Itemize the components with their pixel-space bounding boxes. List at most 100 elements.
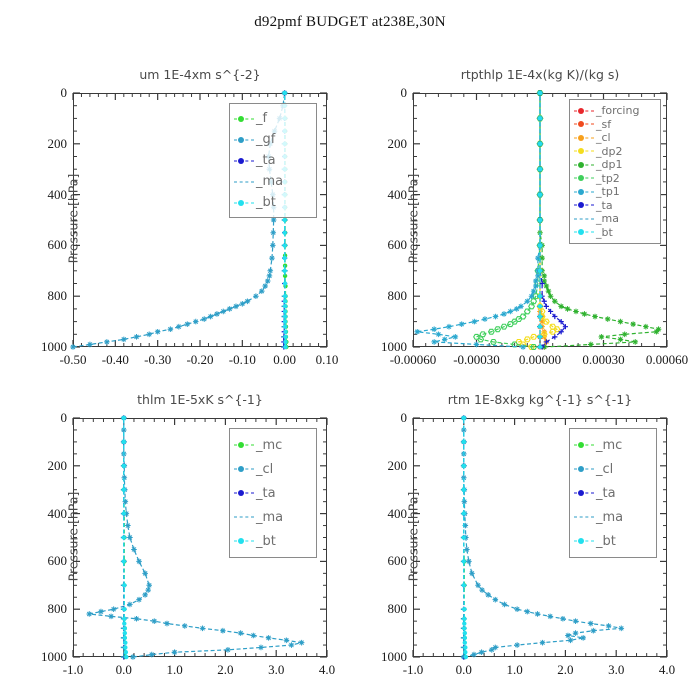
legend-item: _cl: [574, 131, 653, 145]
y-tick-label: 0: [60, 410, 68, 425]
y-tick-label: 1000: [381, 649, 407, 664]
y-tick-label: 1000: [41, 649, 67, 664]
legend-item: _cl: [234, 457, 309, 481]
x-tick-label: -0.10: [228, 352, 256, 367]
legend-symbol-ta: [234, 487, 254, 499]
y-tick-label: 400: [387, 505, 408, 521]
legend-label: _cl: [596, 461, 614, 477]
legend: _f _gf _ta _ma _bt: [229, 103, 317, 218]
y-tick-label: 200: [47, 135, 68, 151]
panel-title: um 1E-4xm s^{-2}: [139, 67, 261, 82]
legend-label: _forcing: [596, 104, 640, 118]
y-tick-label: 600: [47, 237, 68, 253]
x-tick-label: 2.0: [557, 662, 574, 677]
legend-item: _ma: [574, 212, 653, 226]
x-tick-label: 4.0: [318, 662, 336, 677]
legend-label: _ta: [256, 153, 276, 168]
x-tick-label: -0.00030: [453, 352, 500, 367]
series-tp1: [414, 90, 543, 350]
legend-item: _bt: [234, 192, 309, 213]
legend-label: _dp2: [596, 144, 623, 158]
legend-symbol-forcing: [574, 105, 594, 117]
legend-item: _cl: [574, 457, 649, 481]
legend-symbol-ma: [234, 511, 254, 523]
x-tick-label: -0.20: [186, 352, 214, 367]
legend-item: _ma: [234, 171, 309, 192]
y-tick-label: 600: [387, 553, 408, 569]
x-tick-label: 2.0: [217, 662, 234, 677]
legend-item: _f: [234, 108, 309, 129]
x-tick-label: 0.10: [315, 352, 339, 367]
panel-thlm: thlm 1E-5xK s^{-1} Pressure [hPa] 0 200 400 6…: [41, 392, 335, 677]
panel-rtm: rtm 1E-8xkg kg^{-1} s^{-1} Pressure [hPa]…: [381, 392, 675, 677]
legend-item: _dp1: [574, 158, 653, 172]
x-tick-label: -1.0: [402, 662, 424, 677]
legend-symbol-tp2: [574, 172, 594, 184]
legend: _mc _cl _ta _ma _bt: [569, 428, 657, 558]
y-tick-label: 1000: [41, 339, 67, 354]
plot-area: [72, 415, 328, 660]
legend-symbol-bt: [574, 535, 594, 547]
legend-label: _mc: [256, 437, 283, 453]
legend-item: _mc: [574, 433, 649, 457]
x-tick-label: 3.0: [268, 662, 285, 677]
figure-title: d92pmf BUDGET at238E,30N: [254, 14, 446, 30]
series-tp2: [473, 90, 544, 350]
legend-label: _ma: [596, 212, 619, 226]
legend-label: _bt: [256, 533, 276, 549]
legend-symbol-dp2: [574, 145, 594, 157]
x-tick-label: -1.0: [62, 662, 84, 677]
x-tick-label: 0.00030: [582, 352, 625, 367]
panel-rtpthlp: rtpthlp 1E-4x(kg K)/(kg s) Pressure [hPa]…: [381, 67, 688, 367]
panel-title: rtm 1E-8xkg kg^{-1} s^{-1}: [447, 392, 633, 407]
legend-label: _mc: [596, 437, 623, 453]
legend-symbol-mc: [574, 439, 594, 451]
legend-symbol-ta: [574, 487, 594, 499]
legend-item: _ta: [234, 150, 309, 171]
y-tick-label: 200: [387, 457, 408, 473]
series-bt: [461, 415, 469, 660]
y-tick-label: 200: [387, 135, 408, 151]
legend-item: _tp1: [574, 185, 653, 199]
y-tick-label: 800: [47, 288, 68, 304]
legend-label: _ta: [256, 485, 276, 501]
x-tick-label: -0.00060: [389, 352, 437, 367]
legend-symbol-sf: [574, 118, 594, 130]
legend-symbol-ta: [234, 155, 254, 167]
legend-label: _dp1: [596, 158, 623, 172]
legend-label: _bt: [596, 225, 613, 239]
x-tick-label: 0.00: [273, 352, 297, 367]
x-tick-label: 0.0: [115, 662, 132, 677]
legend-label: _bt: [596, 533, 616, 549]
legend-label: _sf: [596, 117, 612, 131]
legend-symbol-ma: [234, 176, 254, 188]
legend-label: _ta: [596, 485, 616, 501]
legend-item: _mc: [234, 433, 309, 457]
legend-item: _gf: [234, 129, 309, 150]
legend-symbol-dp1: [574, 159, 594, 171]
y-tick-label: 200: [47, 457, 68, 473]
y-tick-label: 800: [47, 601, 68, 617]
x-tick-label: -0.50: [59, 352, 87, 367]
legend-item: _ta: [234, 481, 309, 505]
legend-label: _ma: [596, 509, 624, 525]
legend-item: _bt: [574, 529, 649, 553]
legend-label: _ma: [256, 509, 284, 525]
legend: _mc _cl _ta _ma _bt: [229, 428, 317, 558]
panel-title: thlm 1E-5xK s^{-1}: [137, 392, 263, 407]
legend-label: _ta: [596, 198, 613, 212]
y-tick-label: 400: [47, 505, 68, 521]
legend-item: _ma: [574, 505, 649, 529]
y-tick-label: 400: [387, 186, 408, 202]
legend-item: _ma: [234, 505, 309, 529]
y-tick-label: 800: [387, 601, 408, 617]
x-tick-label: -0.40: [101, 352, 129, 367]
legend-symbol-bt: [234, 197, 254, 209]
y-tick-label: 0: [400, 410, 408, 425]
legend-item: _dp2: [574, 145, 653, 159]
y-tick-label: 600: [387, 237, 408, 253]
legend-item: _bt: [234, 529, 309, 553]
y-tick-label: 600: [47, 553, 68, 569]
x-tick-label: 3.0: [608, 662, 625, 677]
